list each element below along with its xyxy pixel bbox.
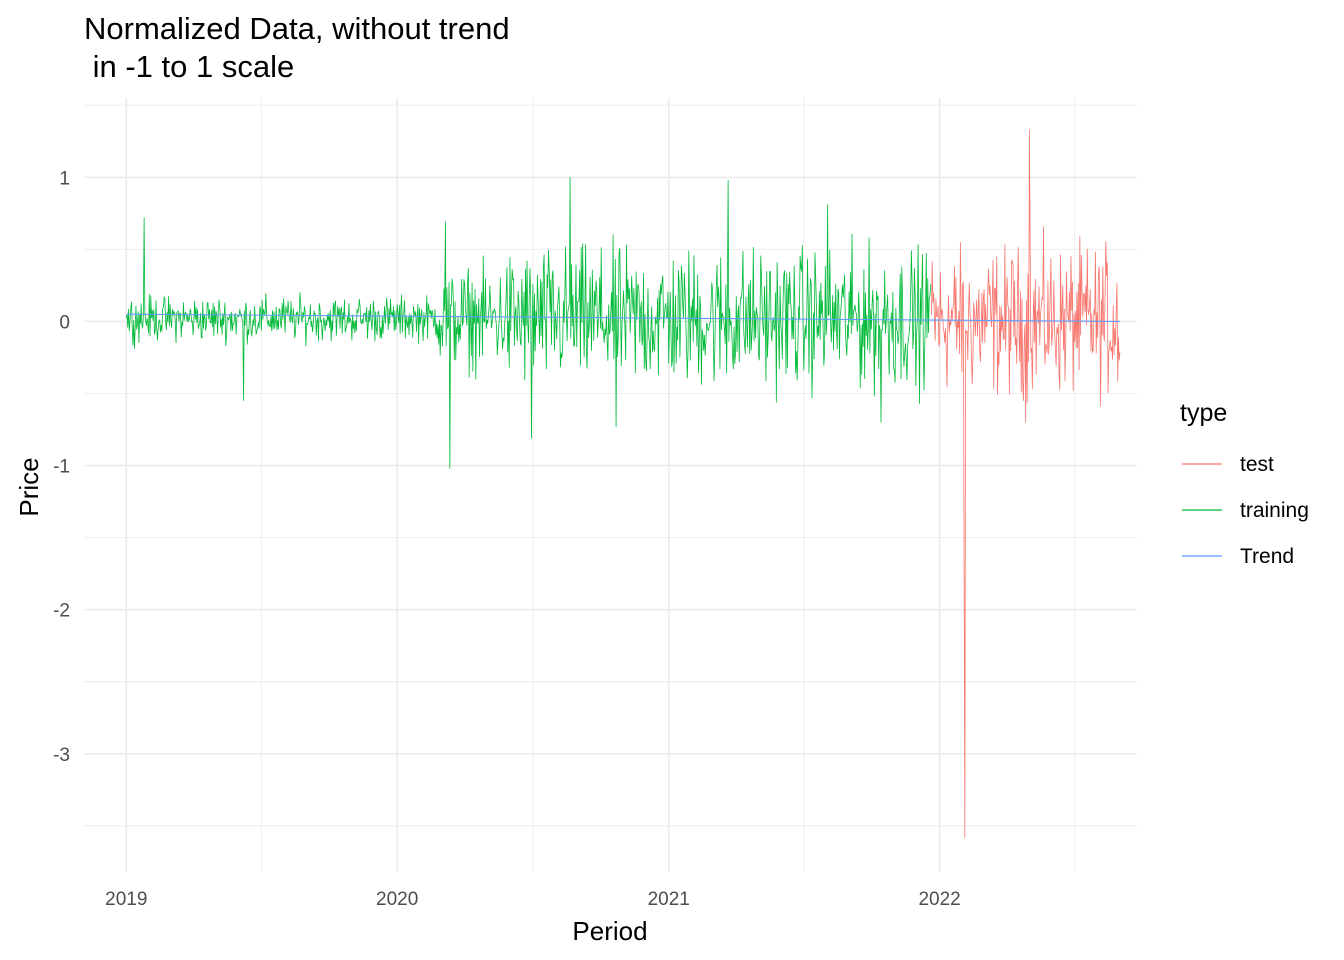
series-lines	[125, 129, 1121, 838]
x-axis-title: Period	[572, 916, 647, 946]
legend-label-trend: Trend	[1240, 545, 1294, 568]
y-tick-label: 1	[59, 168, 70, 189]
series-line-test	[931, 129, 1121, 838]
legend-label-training: training	[1240, 499, 1309, 522]
chart-title: Normalized Data, without trend in -1 to …	[84, 11, 510, 84]
legend-title: type	[1180, 399, 1227, 427]
y-tick-label: -1	[53, 457, 70, 478]
x-tick-label: 2022	[918, 889, 960, 910]
y-tick-labels: 1 0 -1 -2 -3	[53, 168, 70, 766]
y-tick-label: 0	[59, 312, 70, 333]
x-tick-label: 2021	[648, 889, 690, 910]
legend-label-test: test	[1240, 453, 1274, 476]
x-tick-labels: 2019 2020 2021 2022	[105, 889, 961, 910]
series-line-training	[125, 176, 932, 469]
x-tick-label: 2019	[105, 889, 147, 910]
x-tick-label: 2020	[376, 889, 418, 910]
y-tick-label: -3	[53, 745, 70, 766]
series-line-trend	[126, 313, 1120, 322]
grid	[84, 98, 1137, 872]
y-tick-label: -2	[53, 601, 70, 622]
y-axis-title: Price	[14, 457, 44, 516]
legend: type test training Trend	[1180, 399, 1309, 568]
